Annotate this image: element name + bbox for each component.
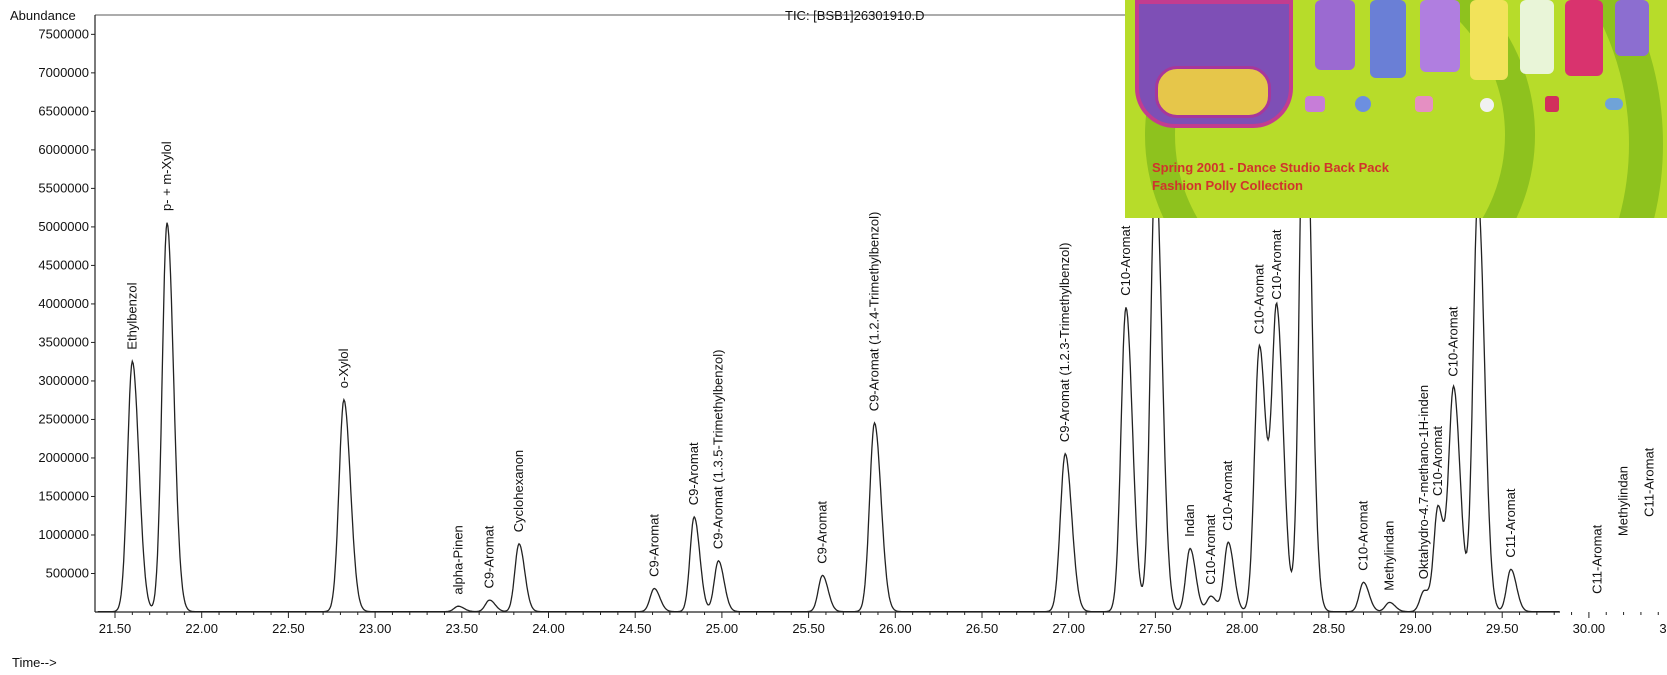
tic-trace (97, 26, 1560, 613)
y-tick-label: 500000 (46, 565, 89, 580)
product-photo-inset: Spring 2001 - Dance Studio Back Pack Fas… (1125, 0, 1667, 218)
peak-label: Methylindan (1381, 521, 1396, 591)
peak-label: o-Xylol (336, 348, 351, 388)
accessories-picture (1305, 92, 1645, 122)
y-tick-label: 3000000 (38, 373, 89, 388)
peak-label: C10-Aromat (1269, 229, 1284, 299)
y-tick-label: 7000000 (38, 65, 89, 80)
peak-labels: Ethylbenzol p- + m-Xylol o-Xylol alpha-Pine… (124, 0, 1657, 595)
peak-label: C10-Aromat (1118, 225, 1133, 295)
x-tick-label: 28.50 (1313, 621, 1346, 636)
x-tick-label: 26.00 (879, 621, 912, 636)
peak-label: p- + m-Xylol (159, 141, 174, 211)
peak-label: C10-Aromat (1355, 500, 1370, 570)
inset-caption-line2: Fashion Polly Collection (1152, 178, 1303, 193)
x-tick-label: 30.00 (1573, 621, 1606, 636)
y-tick-label: 4000000 (38, 296, 89, 311)
y-tick-label: 1000000 (38, 527, 89, 542)
peak-label: C10-Aromat (1203, 514, 1218, 584)
x-tick-label: 22.50 (272, 621, 305, 636)
peak-label: C10-Aromat (1220, 460, 1235, 530)
peak-label: C9-Aromat (686, 442, 701, 505)
peak-label: C9-Aromat (814, 501, 829, 564)
chart-title: TIC: [BSB1]26301910.D (785, 8, 924, 23)
x-axis-label: Time--> (12, 655, 57, 670)
x-tick-label: 27.00 (1052, 621, 1085, 636)
peak-label: Indan (1182, 504, 1197, 537)
peak-label: C10-Aromat (1430, 426, 1445, 496)
y-tick-label: 3500000 (38, 334, 89, 349)
y-axis-label: Abundance (10, 8, 76, 23)
x-tick-label: 27.50 (1139, 621, 1172, 636)
x-tick-label: 25.00 (706, 621, 739, 636)
y-tick-label: 5500000 (38, 180, 89, 195)
doll-outfits-picture (1315, 0, 1655, 92)
backpack-logo-badge (1155, 66, 1271, 118)
inset-caption-line1: Spring 2001 - Dance Studio Back Pack (1152, 160, 1389, 175)
peak-label: C11-Aromat (1503, 488, 1518, 558)
x-tick-label: 21.50 (99, 621, 132, 636)
y-tick-label: 7500000 (38, 26, 89, 41)
peak-label: C9-Aromat (1.2.4-Trimethylbenzol) (866, 212, 881, 412)
y-tick-label: 6000000 (38, 142, 89, 157)
x-tick-label: 23.50 (446, 621, 479, 636)
y-axis-ticks: 500000 1000000 1500000 2000000 2500000 300000… (38, 26, 95, 580)
peak-label: C9-Aromat (482, 525, 497, 588)
y-tick-label: 5000000 (38, 219, 89, 234)
x-tick-label: 29.50 (1486, 621, 1519, 636)
x-tick-label: 29.00 (1399, 621, 1432, 636)
peak-label: Methylindan (1616, 466, 1631, 536)
y-tick-label: 2500000 (38, 411, 89, 426)
peak-label: C9-Aromat (1.2.3-Trimethylbenzol) (1057, 242, 1072, 442)
y-tick-label: 6500000 (38, 103, 89, 118)
x-tick-label: 28.00 (1226, 621, 1259, 636)
x-tick-label: 22.00 (185, 621, 218, 636)
peak-label: C11-Aromat (1642, 447, 1657, 517)
peak-label: C9-Aromat (646, 514, 661, 577)
peak-label: Oktahydro-4.7-methano-1H-inden (1416, 385, 1431, 579)
peak-label: C10-Aromat (1251, 264, 1266, 334)
y-tick-label: 4500000 (38, 257, 89, 272)
peak-label: C9-Aromat (1.3.5-Trimethylbenzol) (710, 350, 725, 550)
y-tick-label: 2000000 (38, 450, 89, 465)
y-tick-label: 1500000 (38, 488, 89, 503)
x-tick-label: 24.50 (619, 621, 652, 636)
x-tick-label: 30.50 (1659, 621, 1667, 636)
x-tick-label: 26.50 (966, 621, 999, 636)
peak-label: Ethylbenzol (124, 282, 139, 349)
peak-label: C11-Aromat (1590, 524, 1605, 594)
peak-label: Cyclohexanon (511, 450, 526, 532)
peak-label: alpha-Pinen (450, 525, 465, 594)
x-tick-label: 25.50 (792, 621, 825, 636)
x-axis-ticks: 21.50 22.00 22.50 23.00 23.50 24.00 24.50 25.00… (99, 612, 1667, 636)
peak-label: C10-Aromat (1446, 306, 1461, 376)
x-tick-label: 24.00 (532, 621, 565, 636)
axes (94, 14, 1560, 613)
x-tick-label: 23.00 (359, 621, 392, 636)
